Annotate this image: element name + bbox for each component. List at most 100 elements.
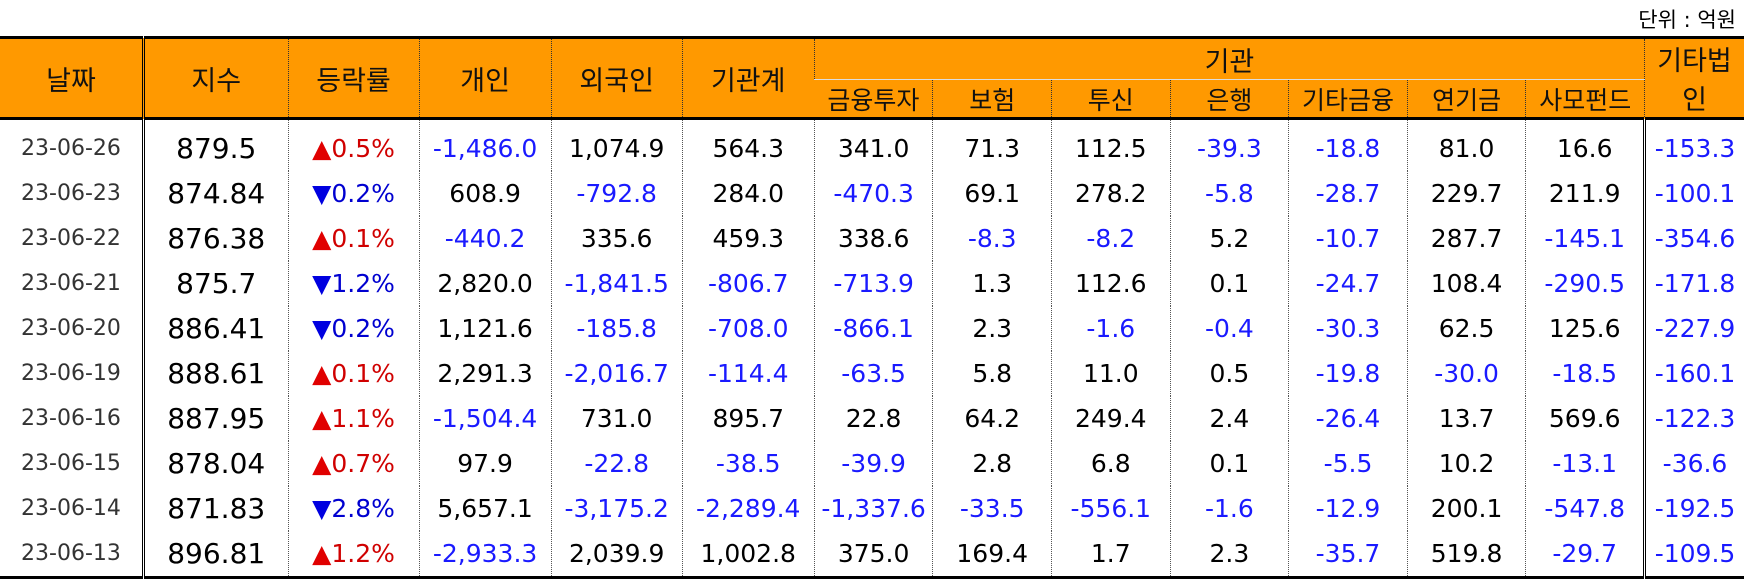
pension-cell: 287.7 [1406, 216, 1526, 261]
date-cell: 23-06-23 [21, 181, 121, 206]
bank-cell: -1.6 [1169, 486, 1289, 531]
change-cell: ▲0.1% [287, 351, 420, 396]
index-cell: 875.7 [141, 261, 288, 306]
index-cell: 876.38 [141, 216, 288, 261]
triangle-up-icon: ▲ [312, 539, 332, 568]
table-row: 23-06-19 888.61 ▲0.1% 2,291.3 -2,016.7 -114.4… [0, 351, 1744, 396]
date-cell: 23-06-21 [21, 271, 121, 296]
change-cell: ▲0.5% [287, 118, 420, 171]
other-fin-cell: -26.4 [1288, 396, 1408, 441]
other-corp-cell: -227.9 [1643, 306, 1744, 351]
other-fin-cell: -35.7 [1288, 531, 1408, 578]
bank-cell: -5.8 [1169, 171, 1289, 216]
foreign-cell: 1,074.9 [550, 118, 683, 171]
other-corp-cell: -153.3 [1643, 118, 1744, 171]
pension-cell: 81.0 [1406, 118, 1526, 171]
pension-cell: 519.8 [1406, 531, 1526, 578]
other-fin-cell: -24.7 [1288, 261, 1408, 306]
other-corp-cell: -100.1 [1643, 171, 1744, 216]
trust-cell: 6.8 [1051, 441, 1171, 486]
header-inst-total: 기관계 [681, 37, 815, 119]
header-change: 등락률 [287, 37, 420, 119]
private-fund-cell: -29.7 [1525, 531, 1645, 578]
change-cell: ▲1.2% [287, 531, 420, 578]
private-fund-cell: 211.9 [1525, 171, 1645, 216]
header-institution: 기관 [813, 37, 1645, 80]
other-fin-cell: -30.3 [1288, 306, 1408, 351]
investor-flow-table: 날짜 지수 등락률 개인 외국인 기관계 기관 기타법인 금융투자 보험 투신 … [0, 36, 1744, 579]
trust-cell: 1.7 [1051, 531, 1171, 578]
change-cell: ▼1.2% [287, 261, 420, 306]
trust-cell: 112.5 [1051, 118, 1171, 171]
header-date: 날짜 [0, 37, 144, 119]
bank-cell: 0.1 [1169, 441, 1289, 486]
triangle-down-icon: ▼ [312, 269, 332, 298]
foreign-cell: -2,016.7 [550, 351, 683, 396]
insurance-cell: 2.3 [932, 306, 1052, 351]
bank-cell: -0.4 [1169, 306, 1289, 351]
date-cell: 23-06-19 [21, 361, 121, 386]
inst-total-cell: -38.5 [681, 441, 815, 486]
other-fin-cell: -18.8 [1288, 118, 1408, 171]
header-sub: 연기금 [1406, 79, 1526, 119]
insurance-cell: -33.5 [932, 486, 1052, 531]
table-header: 날짜 지수 등락률 개인 외국인 기관계 기관 기타법인 금융투자 보험 투신 … [0, 37, 1744, 119]
change-value: 1.2% [331, 269, 395, 298]
trust-cell: -556.1 [1051, 486, 1171, 531]
index-cell: 878.04 [141, 441, 288, 486]
other-fin-cell: -5.5 [1288, 441, 1408, 486]
fin-invest-cell: -1,337.6 [813, 486, 933, 531]
bank-cell: 0.5 [1169, 351, 1289, 396]
other-corp-cell: -160.1 [1643, 351, 1744, 396]
date-cell: 23-06-15 [21, 451, 121, 476]
triangle-up-icon: ▲ [312, 224, 332, 253]
private-fund-cell: -145.1 [1525, 216, 1645, 261]
fin-invest-cell: -866.1 [813, 306, 933, 351]
other-corp-cell: -171.8 [1643, 261, 1744, 306]
index-cell: 896.81 [141, 531, 288, 578]
individual-cell: 5,657.1 [418, 486, 552, 531]
index-cell: 886.41 [141, 306, 288, 351]
insurance-cell: 71.3 [932, 118, 1052, 171]
header-foreign: 외국인 [550, 37, 683, 119]
change-value: 0.2% [331, 314, 395, 343]
fin-invest-cell: 22.8 [813, 396, 933, 441]
other-corp-cell: -36.6 [1643, 441, 1744, 486]
change-value: 0.1% [331, 224, 395, 253]
fin-invest-cell: -63.5 [813, 351, 933, 396]
inst-total-cell: 895.7 [681, 396, 815, 441]
date-cell: 23-06-14 [21, 496, 121, 521]
other-fin-cell: -19.8 [1288, 351, 1408, 396]
date-cell: 23-06-26 [21, 136, 121, 161]
inst-total-cell: 1,002.8 [681, 531, 815, 578]
bank-cell: 5.2 [1169, 216, 1289, 261]
change-value: 2.8% [331, 494, 395, 523]
change-value: 1.2% [331, 539, 395, 568]
header-sub: 금융투자 [814, 79, 933, 119]
insurance-cell: 64.2 [932, 396, 1052, 441]
table-row: 23-06-15 878.04 ▲0.7% 97.9 -22.8 -38.5 -39.9 2.… [0, 441, 1744, 486]
insurance-cell: 5.8 [932, 351, 1052, 396]
other-corp-cell: -354.6 [1643, 216, 1744, 261]
individual-cell: 2,820.0 [418, 261, 552, 306]
date-cell: 23-06-16 [21, 406, 121, 431]
triangle-down-icon: ▼ [312, 314, 332, 343]
individual-cell: 608.9 [418, 171, 552, 216]
triangle-up-icon: ▲ [312, 359, 332, 388]
individual-cell: -1,504.4 [418, 396, 552, 441]
change-cell: ▼0.2% [287, 171, 420, 216]
change-value: 0.7% [331, 449, 395, 478]
other-corp-cell: -122.3 [1643, 396, 1744, 441]
change-cell: ▼0.2% [287, 306, 420, 351]
date-cell: 23-06-13 [21, 541, 121, 566]
foreign-cell: 335.6 [550, 216, 683, 261]
inst-total-cell: -806.7 [681, 261, 815, 306]
index-cell: 879.5 [141, 118, 288, 171]
change-value: 0.1% [331, 359, 395, 388]
triangle-up-icon: ▲ [312, 404, 332, 433]
index-cell: 874.84 [141, 171, 288, 216]
private-fund-cell: -290.5 [1525, 261, 1645, 306]
header-sub: 사모펀드 [1525, 79, 1645, 119]
fin-invest-cell: 338.6 [813, 216, 933, 261]
insurance-cell: 169.4 [932, 531, 1052, 578]
